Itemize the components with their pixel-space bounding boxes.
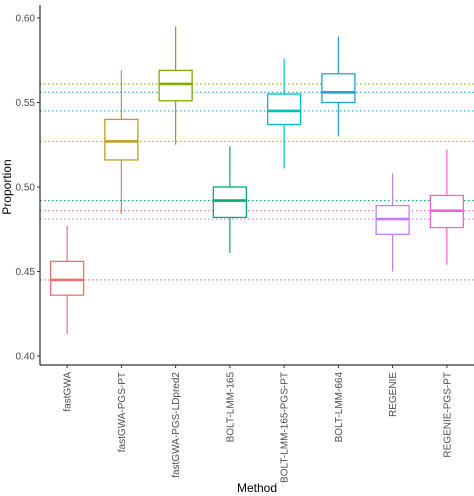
y-tick-label: 0.50 [16,183,36,194]
x-tick-label: BOLT-LMM-165 [225,372,236,443]
box-7 [429,149,465,265]
y-axis-title: Proportion [0,159,14,214]
x-tick-label: BOLT-LMM-165-PGS-PT [280,372,291,483]
y-tick-label: 0.40 [16,352,36,363]
box-3 [212,146,248,253]
y-tick-label: 0.55 [16,98,36,109]
x-tick-label: fastGWA-PGS-PT [117,372,128,452]
box-0 [49,225,85,335]
box-4 [266,58,302,169]
box-plot-series [49,26,465,335]
y-tick-label: 0.45 [16,267,36,278]
x-axis-title: Method [237,481,277,495]
box-2 [158,26,193,145]
x-axis-ticks: fastGWA fastGWA-PGS-PT fastGWA-PGS-LDpred2… [63,365,453,483]
x-tick-label: REGENIE [388,372,399,417]
x-tick-label: fastGWA-PGS-LDpred2 [171,372,182,478]
median-reference-lines [40,83,474,281]
iqr-box [104,118,139,161]
x-tick-label: BOLT-LMM-664 [334,372,345,443]
x-tick-label: REGENIE-PGS-PT [442,372,453,458]
y-tick-label: 0.60 [16,14,36,25]
iqr-box [158,69,193,102]
y-axis-ticks: 0.40 0.45 0.50 0.55 0.60 [16,14,40,363]
box-1 [104,70,139,215]
box-5 [321,36,356,137]
iqr-box [212,186,248,219]
x-tick-label: fastGWA [63,372,74,412]
iqr-box [266,93,302,126]
box-6 [375,173,410,272]
iqr-box [321,73,356,104]
iqr-box [49,260,85,296]
